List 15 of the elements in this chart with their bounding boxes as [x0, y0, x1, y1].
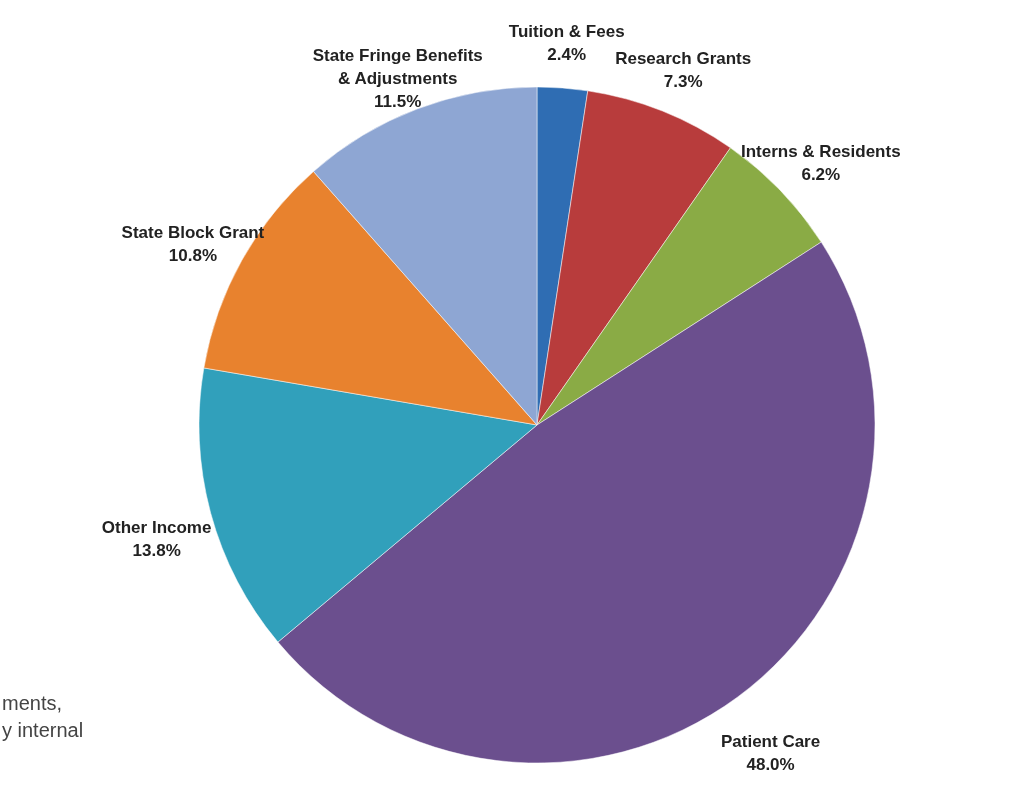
data-label: 13.8%	[132, 540, 181, 560]
data-label: 2.4%	[547, 45, 587, 65]
data-label: 10.8%	[168, 246, 218, 266]
slice-label: Tuition & Fees	[508, 22, 625, 42]
slice-label: Other Income	[101, 517, 212, 537]
data-label: 48.0%	[746, 755, 795, 775]
data-label: 11.5%	[374, 92, 422, 112]
slice-label: Research Grants	[615, 49, 752, 69]
data-label: 6.2%	[801, 164, 841, 184]
slice-label: Interns & Residents	[740, 141, 901, 161]
slice-label: Patient Care	[720, 732, 821, 752]
data-label: 7.3%	[663, 72, 703, 92]
text: ments,	[2, 691, 64, 716]
slice-label: State Fringe Benefits & Adjustments	[312, 46, 483, 89]
text: y internal	[2, 718, 84, 743]
